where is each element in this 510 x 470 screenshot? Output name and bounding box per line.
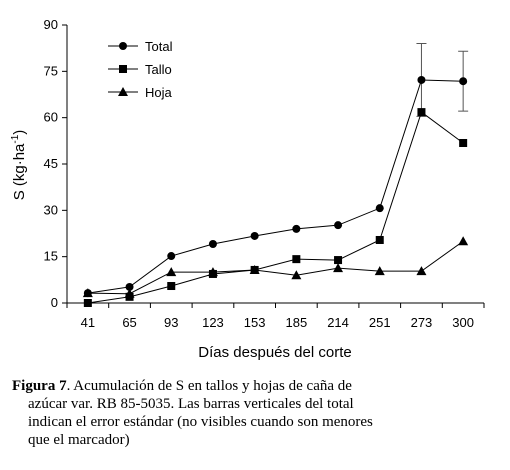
- marker: [458, 236, 469, 246]
- y-tick-label: 30: [44, 202, 58, 217]
- marker: [82, 288, 93, 298]
- marker: [249, 264, 260, 274]
- y-tick-label: 15: [44, 249, 58, 264]
- marker: [207, 267, 218, 277]
- chart: Días después del corte S (kg·ha-1) 0 15 30…: [10, 17, 485, 361]
- y-tick-label: 60: [44, 110, 58, 125]
- marker: [292, 255, 301, 264]
- caption-text: . Acumulación de S en tallos y hojas de …: [28, 378, 373, 448]
- x-tick-label: 273: [411, 315, 433, 330]
- marker: [334, 256, 343, 265]
- marker: [459, 138, 468, 147]
- marker: [119, 42, 127, 50]
- caption: Figura 7. Acumulación de S en tallos y h…: [12, 377, 376, 449]
- marker: [124, 288, 135, 298]
- y-axis-label: S (kg·ha-1): [10, 130, 28, 201]
- y-tick-label: 0: [51, 295, 58, 310]
- x-tick-label: 214: [327, 315, 349, 330]
- x-tick-label: 93: [164, 315, 178, 330]
- x-axis-label: Días después del corte: [198, 344, 351, 361]
- series-line: [87, 240, 464, 295]
- legend-label: Hoja: [145, 85, 173, 100]
- marker: [166, 267, 177, 277]
- legend-label: Tallo: [145, 62, 172, 77]
- marker: [374, 266, 385, 276]
- marker: [118, 87, 128, 96]
- x-tick-label: 185: [285, 315, 307, 330]
- x-tick-label: 153: [244, 315, 266, 330]
- marker: [119, 65, 127, 73]
- marker: [292, 224, 301, 233]
- marker: [459, 77, 468, 86]
- marker: [167, 252, 176, 261]
- legend-label: Total: [145, 39, 173, 54]
- marker: [167, 282, 176, 291]
- x-tick-label: 41: [81, 315, 95, 330]
- marker: [250, 231, 259, 240]
- marker: [333, 263, 344, 273]
- caption-label: Figura 7: [12, 378, 67, 394]
- marker: [375, 235, 384, 244]
- marker: [291, 270, 302, 280]
- y-label-sup: -1: [10, 134, 21, 143]
- y-tick-label: 45: [44, 156, 58, 171]
- marker: [417, 108, 426, 117]
- series-line: [87, 79, 464, 294]
- x-tick-label: 123: [202, 315, 224, 330]
- y-label-part: ): [11, 130, 28, 135]
- y-tick-label: 75: [44, 63, 58, 78]
- x-tick-label: 65: [122, 315, 136, 330]
- marker: [334, 221, 343, 230]
- x-tick-label: 300: [452, 315, 474, 330]
- marker: [416, 266, 427, 276]
- y-label-part: S (kg·ha: [11, 143, 28, 200]
- marker: [417, 75, 426, 84]
- marker: [125, 282, 134, 291]
- x-tick-label: 251: [369, 315, 391, 330]
- marker: [375, 204, 384, 213]
- y-tick-label: 90: [44, 17, 58, 32]
- marker: [83, 299, 92, 307]
- series-line: [87, 111, 464, 304]
- marker: [208, 240, 217, 249]
